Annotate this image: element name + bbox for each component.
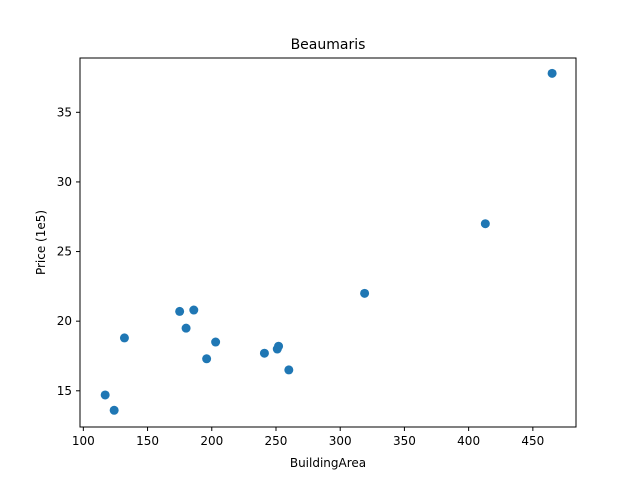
scatter-point <box>175 306 185 316</box>
plot-frame <box>79 57 577 428</box>
x-tick-label: 200 <box>200 434 223 448</box>
scatter-point <box>360 288 370 298</box>
x-tick-label: 150 <box>136 434 159 448</box>
scatter-point <box>211 337 221 347</box>
x-tick-label: 250 <box>265 434 288 448</box>
x-tick-label: 450 <box>521 434 544 448</box>
y-tick-label: 25 <box>57 245 72 259</box>
scatter-point <box>119 333 129 343</box>
scatter-point <box>202 354 212 364</box>
x-tick-label: 300 <box>329 434 352 448</box>
x-tick-label: 400 <box>457 434 480 448</box>
x-axis-title: BuildingArea <box>290 456 366 470</box>
scatter-point <box>181 323 191 333</box>
scatter-point <box>109 405 119 415</box>
y-tick-label: 20 <box>57 314 72 328</box>
scatter-point <box>480 219 490 229</box>
scatter-point <box>189 305 199 315</box>
scatter-point <box>284 365 294 375</box>
x-tick-label: 350 <box>393 434 416 448</box>
scatter-point <box>259 348 269 358</box>
chart-title: Beaumaris <box>291 37 366 53</box>
y-tick-label: 15 <box>57 384 72 398</box>
scatter-point <box>274 341 284 351</box>
points-layer <box>100 68 557 415</box>
y-tick-label: 35 <box>57 105 72 119</box>
y-tick-label: 30 <box>57 175 72 189</box>
scatter-point <box>547 68 557 78</box>
ticks-layer: 100 150 200 250 300 350 400 450 15 20 25 30 35 <box>57 105 545 448</box>
x-tick-label: 100 <box>72 434 95 448</box>
y-axis-title: Price (1e5) <box>34 210 48 275</box>
scatter-point <box>100 390 110 400</box>
